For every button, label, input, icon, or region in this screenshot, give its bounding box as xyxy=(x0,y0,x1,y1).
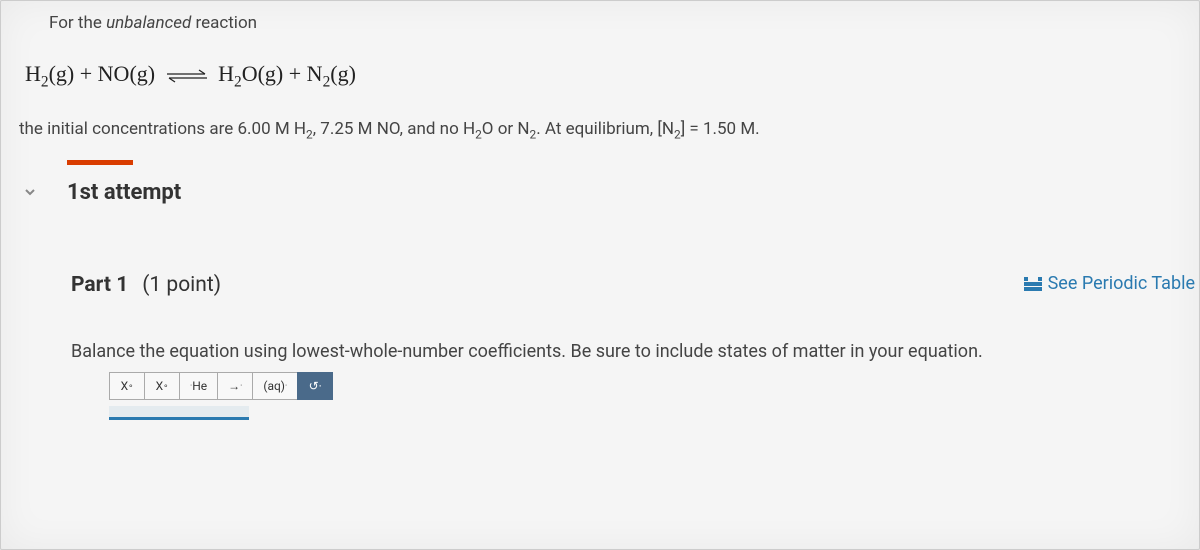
reset-tool[interactable]: ↺ · xyxy=(297,372,333,400)
part-left: Part 1 (1 point) xyxy=(71,273,221,297)
part-points: (1 point) xyxy=(142,273,221,297)
reset-label: ↺ xyxy=(309,379,319,393)
plus1: + xyxy=(74,61,97,86)
rhs1-state: (g) xyxy=(258,61,284,86)
rhs2-state: (g) xyxy=(330,61,356,86)
attempt-title: 1st attempt xyxy=(67,180,181,205)
sup-mark: ∘ xyxy=(128,380,133,391)
arrow-label: → xyxy=(228,379,240,393)
instruction-text: Balance the equation using lowest-whole-… xyxy=(1,297,1199,362)
conc-a: the initial concentrations are 6.00 M H xyxy=(19,119,306,139)
sub-label: X xyxy=(156,379,164,393)
rhs1: H xyxy=(218,61,234,86)
rhs1-sub: 2 xyxy=(234,73,242,90)
part-header-row: Part 1 (1 point) See Periodic Table xyxy=(1,225,1199,297)
attempt-header: 1st attempt xyxy=(1,172,1199,205)
intro-suffix: reaction xyxy=(191,13,257,33)
reaction-equation: H2(g) + NO(g) H2O(g) + N2(g) xyxy=(1,33,1199,119)
periodic-table-link[interactable]: See Periodic Table xyxy=(1024,273,1195,294)
conc-e: ] = 1.50 M. xyxy=(681,119,760,139)
he-label: He xyxy=(192,379,207,393)
question-page: For the unbalanced reaction H2(g) + NO(g… xyxy=(0,0,1200,550)
reset-dot: · xyxy=(319,379,322,393)
accent-bar xyxy=(67,160,133,165)
collapse-chevron-icon[interactable] xyxy=(23,183,41,201)
conc-d: . At equilibrium, [N xyxy=(536,119,674,139)
equilibrium-arrow-icon xyxy=(165,68,209,84)
aq-sub: · xyxy=(285,381,287,391)
rhs2: N xyxy=(307,61,323,86)
conc-b: , 7.25 M NO, and no H xyxy=(313,119,475,139)
aq-label: (aq) xyxy=(263,379,285,393)
concentrations-text: the initial concentrations are 6.00 M H2… xyxy=(1,119,1199,171)
lhs2: NO xyxy=(98,61,130,86)
arrow-sub: · xyxy=(240,381,242,391)
state-tool[interactable]: (aq)· xyxy=(252,372,298,400)
attempt-label: 1st attempt xyxy=(67,180,181,205)
intro-italic: unbalanced xyxy=(106,13,191,33)
periodic-table-icon xyxy=(1024,277,1042,291)
arrow-tool[interactable]: →· xyxy=(217,372,253,400)
intro-text: For the unbalanced reaction xyxy=(1,1,1199,33)
conc-c: O or N xyxy=(482,119,530,139)
conc-b-sub: 2 xyxy=(475,128,482,142)
intro-prefix: For the xyxy=(49,13,106,33)
lhs1: H xyxy=(25,61,41,86)
sub-mark: ∘ xyxy=(163,380,168,391)
lhs2-state: (g) xyxy=(129,61,155,86)
equation-input[interactable] xyxy=(109,406,249,420)
subscript-tool[interactable]: X∘ xyxy=(144,372,180,400)
element-tool[interactable]: ·He xyxy=(179,372,218,400)
rhs1b: O xyxy=(242,61,258,86)
sup-label: X xyxy=(121,379,129,393)
conc-d-sub: 2 xyxy=(674,128,681,142)
plus2: + xyxy=(283,61,306,86)
periodic-table-text: See Periodic Table xyxy=(1048,273,1195,294)
conc-a-sub: 2 xyxy=(306,128,313,142)
lhs1-sub: 2 xyxy=(41,73,49,90)
superscript-tool[interactable]: X∘ xyxy=(109,372,145,400)
lhs1-state: (g) xyxy=(49,61,75,86)
part-label: Part 1 xyxy=(71,273,128,297)
equation-toolbar: X∘ X∘ ·He →· (aq)· ↺ · xyxy=(109,372,1199,400)
